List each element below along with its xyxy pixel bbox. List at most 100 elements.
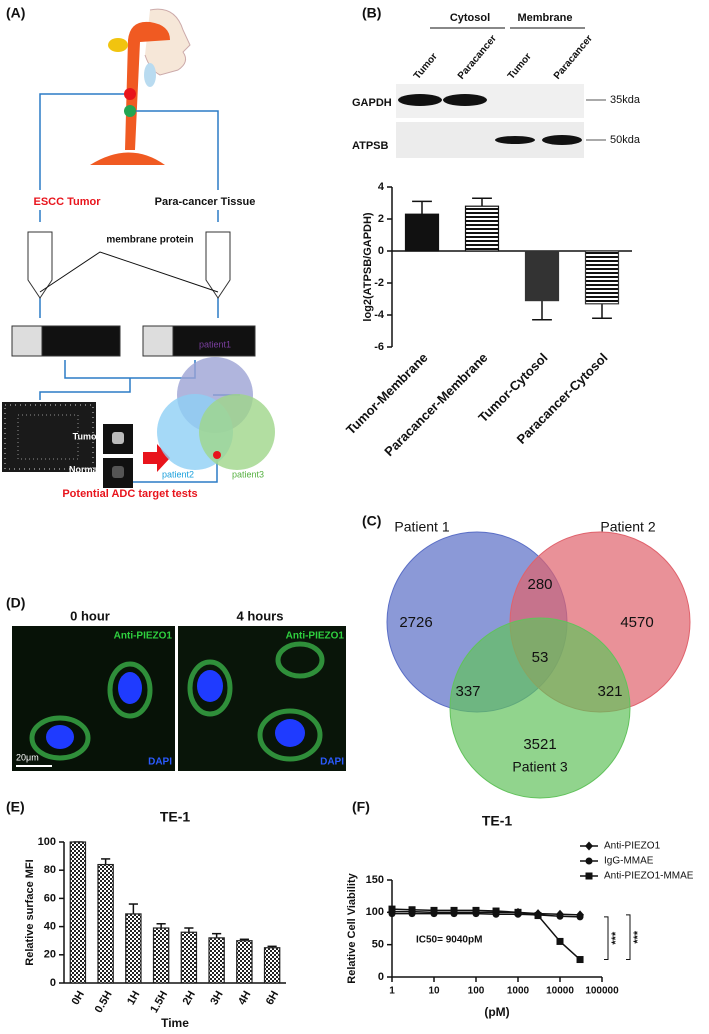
y-tick-label: 150: [366, 874, 384, 886]
region-count: 4570: [620, 614, 653, 631]
fraction-label: Membrane: [517, 12, 572, 24]
tumor-site: [124, 88, 136, 100]
fraction-label: Cytosol: [450, 12, 490, 24]
panel-label: (B): [362, 5, 381, 21]
panel-label: (C): [362, 513, 381, 529]
panel-a: (A) ESCC Tumor Para-cancer Tissue membra…: [2, 5, 275, 500]
patient-label: patient3: [232, 469, 264, 479]
panel-label: (D): [6, 595, 25, 611]
y-tick-label: 100: [38, 836, 56, 848]
protein-lines: [39, 251, 219, 293]
paracancer-label: Para-cancer Tissue: [155, 196, 256, 208]
x-tick-label: 1.5H: [148, 989, 170, 1015]
data-point: [576, 956, 584, 964]
x-tick-label: 6H: [264, 989, 281, 1007]
x-tick-label: 1000: [507, 986, 530, 997]
venn-circle: [199, 394, 275, 470]
x-tick-label: 4H: [236, 989, 253, 1007]
x-tick-label: 2H: [181, 989, 198, 1007]
dapi-label: DAPI: [320, 757, 344, 768]
y-tick-label: 60: [44, 892, 56, 904]
bar: [404, 213, 440, 252]
y-tick-label: -2: [374, 277, 384, 289]
significance-label: ***: [632, 930, 644, 944]
annotation: IC50= 9040pM: [416, 935, 482, 946]
y-tick-label: 2: [378, 213, 384, 225]
x-tick-label: 10000: [546, 986, 574, 997]
y-tick-label: 4: [378, 181, 385, 193]
stain-label: Anti-PIEZO1: [286, 631, 345, 642]
data-point: [576, 913, 584, 921]
x-tick-label: Paracancer-Membrane: [381, 350, 490, 459]
series-line: [392, 912, 581, 918]
gels: [11, 325, 256, 357]
set-label: Patient 2: [600, 519, 655, 535]
band: [398, 94, 442, 106]
y-tick-label: 0: [50, 977, 56, 989]
x-tick-label: 0.5H: [93, 989, 115, 1015]
x-tick-label: 1: [389, 986, 395, 997]
x-tick-label: 0H: [70, 989, 87, 1007]
patient-label: patient1: [199, 339, 231, 349]
stain-label: Anti-PIEZO1: [114, 631, 173, 642]
bar: [236, 940, 253, 984]
y-tick-label: 0: [378, 245, 384, 257]
data-point: [514, 908, 522, 916]
protein-array: [2, 402, 133, 488]
bar: [263, 947, 281, 984]
y-tick-label: 40: [44, 921, 56, 933]
esophagus: [125, 21, 170, 151]
region-count: 321: [597, 683, 622, 700]
y-axis-label: log2(ATPSB/GAPDH): [362, 212, 374, 322]
gland: [108, 38, 128, 52]
panel-b-blot: (B) Cytosol Membrane Tumor Paracancer Tu…: [352, 5, 641, 158]
region-count: 280: [527, 576, 552, 593]
chart-title: TE-1: [482, 813, 513, 829]
bar: [464, 205, 500, 252]
significance-bracket: [626, 914, 631, 961]
size-label: 35kda: [610, 94, 641, 106]
legend-marker: [585, 857, 593, 865]
set-label: Patient 3: [512, 759, 567, 775]
bar: [97, 863, 114, 984]
y-axis-label: Relative surface MFI: [24, 859, 36, 965]
bar: [152, 927, 170, 984]
target-dot: [213, 451, 221, 459]
legend-label: Anti-PIEZO1-MMAE: [604, 871, 694, 882]
chart-title: TE-1: [160, 809, 191, 825]
panel-label: (E): [6, 799, 25, 815]
region-count: 3521: [523, 736, 556, 753]
dapi-label: DAPI: [148, 757, 172, 768]
bar: [524, 250, 560, 302]
data-point: [534, 912, 542, 920]
cells: [29, 641, 325, 762]
y-tick-label: 50: [372, 939, 384, 951]
y-tick-label: 20: [44, 949, 56, 961]
time-label: 4 hours: [237, 608, 284, 623]
x-tick-label: 10: [428, 986, 440, 997]
significance-bracket: [604, 916, 609, 961]
venn-set: [449, 617, 631, 799]
bar: [125, 913, 142, 984]
bar: [180, 931, 198, 984]
x-axis-label: (pM): [484, 1005, 509, 1019]
data-point: [472, 906, 480, 914]
y-tick-label: -4: [374, 309, 385, 321]
legend-marker: [585, 872, 593, 880]
lane-label: Paracancer: [456, 33, 499, 81]
array-normal-label: Normal: [69, 464, 100, 474]
y-tick-label: -6: [374, 341, 384, 353]
panel-label: (A): [6, 5, 25, 21]
size-label: 50kda: [610, 134, 641, 146]
panel-d: (D) 0 hour 4 hours Anti-PIEZO1 Anti-PIEZ…: [6, 595, 346, 771]
legend-marker: [585, 841, 593, 851]
bar: [208, 937, 225, 984]
trachea: [144, 63, 156, 87]
protein-label: ATPSB: [352, 140, 389, 152]
legend-label: IgG-MMAE: [604, 856, 654, 867]
x-tick-label: 1H: [125, 989, 142, 1007]
array-tumor-label: Tumor: [73, 431, 101, 441]
region-count: 2726: [399, 614, 432, 631]
normal-site: [124, 105, 136, 117]
